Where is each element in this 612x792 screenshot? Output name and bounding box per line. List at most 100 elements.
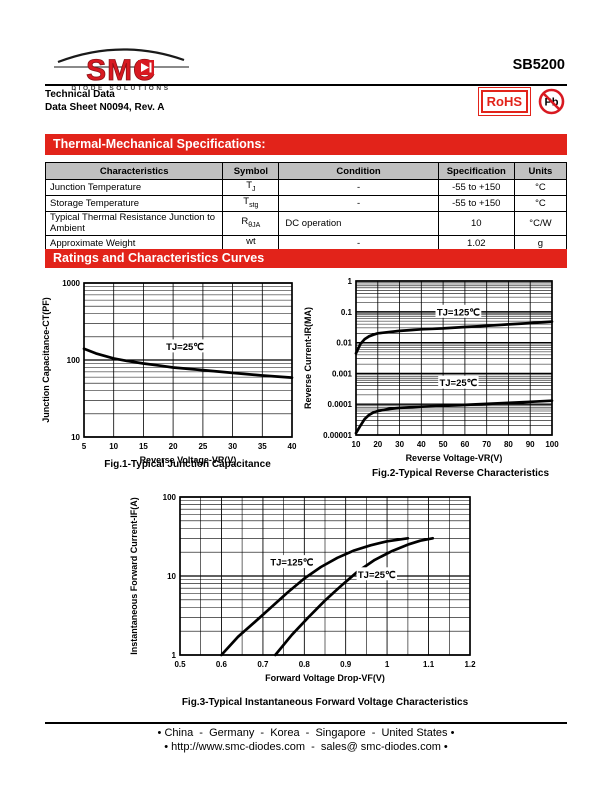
svg-text:40: 40 <box>417 440 426 449</box>
cell-symbol: Tstg <box>222 194 280 212</box>
logo-swoosh <box>57 48 185 64</box>
symbol-sub: J <box>252 185 256 193</box>
symbol-base: R <box>241 215 249 227</box>
svg-text:100: 100 <box>163 493 177 502</box>
cell-specification: -55 to +150 <box>437 179 515 196</box>
svg-text:1: 1 <box>385 660 390 669</box>
svg-text:10: 10 <box>167 572 176 581</box>
cell-symbol: RθJA <box>222 210 280 236</box>
svg-text:1: 1 <box>348 277 353 286</box>
cell-characteristic: Junction Temperature <box>44 179 224 196</box>
svg-text:1.2: 1.2 <box>464 660 476 669</box>
symbol-base: T <box>246 180 253 191</box>
svg-text:10: 10 <box>71 433 80 442</box>
svg-text:60: 60 <box>460 440 469 449</box>
table-row: Typical Thermal Resistance Junction to A… <box>44 210 568 236</box>
svg-text:80: 80 <box>504 440 513 449</box>
svg-text:50: 50 <box>439 440 448 449</box>
svg-text:40: 40 <box>288 442 297 451</box>
svg-text:100: 100 <box>67 356 81 365</box>
svg-text:Reverse Voltage-VR(V): Reverse Voltage-VR(V) <box>140 455 237 465</box>
col-header-condition: Condition <box>278 162 439 180</box>
footer-contact: • http://www.smc-diodes.com - sales@ smc… <box>164 741 448 753</box>
svg-text:Junction Capacitance-CT(PF): Junction Capacitance-CT(PF) <box>41 297 51 423</box>
svg-text:TJ=25℃: TJ=25℃ <box>358 570 396 581</box>
svg-text:Instantaneous Forward Current-: Instantaneous Forward Current-IF(A) <box>129 497 139 655</box>
svg-text:Reverse Voltage-VR(V): Reverse Voltage-VR(V) <box>406 453 503 463</box>
svg-text:0.00001: 0.00001 <box>323 431 352 440</box>
cell-condition: DC operation <box>278 210 439 236</box>
diode-symbol-icon <box>138 60 154 75</box>
fig3-caption: Fig.3-Typical Instantaneous Forward Volt… <box>181 697 469 708</box>
section-title-thermal: Thermal-Mechanical Specifications: <box>45 134 567 155</box>
svg-text:0.5: 0.5 <box>174 660 186 669</box>
svg-text:35: 35 <box>258 442 267 451</box>
table-row: Junction Temperature TJ - -55 to +150 °C <box>44 179 568 196</box>
svg-text:TJ=125℃: TJ=125℃ <box>270 558 313 569</box>
cell-symbol: TJ <box>222 179 280 196</box>
svg-text:70: 70 <box>482 440 491 449</box>
cell-specification: -55 to +150 <box>437 194 515 212</box>
svg-text:0.1: 0.1 <box>341 308 353 317</box>
svg-text:Forward Voltage Drop-VF(V): Forward Voltage Drop-VF(V) <box>265 673 385 683</box>
section-title-curves: Ratings and Characteristics Curves <box>45 249 567 268</box>
table-header-row: Characteristics Symbol Condition Specifi… <box>44 162 568 180</box>
svg-text:0.0001: 0.0001 <box>328 400 353 409</box>
fig2-reverse-characteristics-chart: 10 20 30 40 50 60 70 80 90 100 1 0.1 0.01 0.001 0.0001… <box>303 277 559 463</box>
cell-units: °C <box>513 194 568 212</box>
svg-text:5: 5 <box>82 442 87 451</box>
fig3-block: 0.5 0.6 0.7 0.8 0.9 1 1.1 1.2 1 10 100 TJ=125℃ TJ=25… <box>128 491 490 700</box>
fig2-caption: Fig.2-Typical Reverse Characteristics <box>371 468 550 479</box>
svg-text:20: 20 <box>169 442 178 451</box>
col-header-specification: Specification <box>437 162 515 180</box>
charts-row: 5 10 15 20 25 30 35 40 10 100 1000 TJ=25℃ Reverse Vo… <box>40 275 560 475</box>
footer-regions: • China - Germany - Korea - Singapore - … <box>157 727 455 739</box>
col-header-symbol: Symbol <box>222 162 280 180</box>
document-meta: Technical Data Data Sheet N0094, Rev. A <box>45 88 165 114</box>
svg-text:0.9: 0.9 <box>340 660 352 669</box>
rohs-badge: RoHS <box>477 87 532 116</box>
doc-id: Data Sheet N0094, Rev. A <box>45 102 165 113</box>
svg-text:10: 10 <box>109 442 118 451</box>
compliance-badges: RoHS Pb <box>477 87 565 116</box>
svg-text:0.001: 0.001 <box>332 369 353 378</box>
symbol-sub: θJA <box>248 221 261 229</box>
thermal-spec-table: Characteristics Symbol Condition Specifi… <box>44 162 568 252</box>
svg-text:TJ=25℃: TJ=25℃ <box>439 378 477 389</box>
fig3-forward-voltage-chart: 0.5 0.6 0.7 0.8 0.9 1 1.1 1.2 1 10 100 TJ=125℃ TJ=25… <box>129 493 476 683</box>
svg-text:Reverse Current-IR(MA): Reverse Current-IR(MA) <box>303 307 313 409</box>
svg-text:100: 100 <box>545 440 559 449</box>
cell-units: °C <box>513 179 568 196</box>
footer-divider <box>45 722 567 724</box>
svg-text:15: 15 <box>139 442 148 451</box>
svg-text:TJ=125℃: TJ=125℃ <box>437 307 480 318</box>
symbol-sub: stg <box>249 201 259 209</box>
symbol-base: T <box>243 195 250 207</box>
cell-units: °C/W <box>513 210 568 236</box>
svg-text:0.01: 0.01 <box>336 339 352 348</box>
svg-text:1.1: 1.1 <box>423 660 435 669</box>
svg-text:90: 90 <box>526 440 535 449</box>
svg-text:TJ=25℃: TJ=25℃ <box>166 342 204 353</box>
col-header-characteristics: Characteristics <box>44 162 224 180</box>
svg-text:30: 30 <box>228 442 237 451</box>
smc-logo: SMC DIODE SOLUTIONS <box>54 48 189 92</box>
cell-characteristic: Storage Temperature <box>44 194 224 212</box>
pb-free-icon: Pb <box>538 88 565 115</box>
svg-text:0.7: 0.7 <box>257 660 269 669</box>
table-row: Storage Temperature Tstg - -55 to +150 °… <box>44 194 568 212</box>
doc-type: Technical Data <box>45 89 115 100</box>
header-divider <box>45 84 567 86</box>
svg-text:1000: 1000 <box>62 279 80 288</box>
cell-condition: - <box>278 179 439 196</box>
fig1-caption: Fig.1-Typical Junction Capacitance <box>104 459 271 470</box>
svg-text:0.6: 0.6 <box>216 660 228 669</box>
svg-text:30: 30 <box>395 440 404 449</box>
svg-text:20: 20 <box>373 440 382 449</box>
part-number: SB5200 <box>512 57 565 73</box>
symbol-base: wt <box>246 235 256 247</box>
cell-condition: - <box>278 194 439 212</box>
svg-text:25: 25 <box>198 442 207 451</box>
